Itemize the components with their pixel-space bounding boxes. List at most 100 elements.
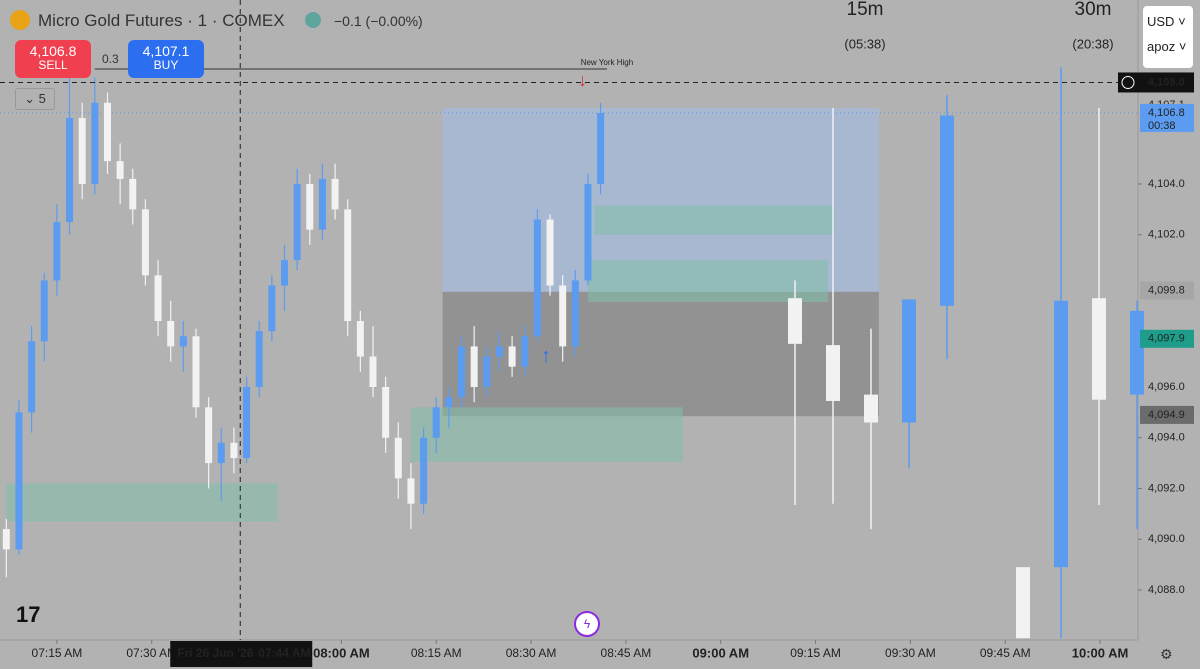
candle-body (116, 161, 124, 179)
candle-body (141, 209, 149, 276)
candle-body (458, 346, 466, 398)
x-tick-label: 08:00 AM (313, 645, 370, 660)
lightning-button[interactable]: ϟ (574, 611, 600, 637)
symbol[interactable]: Micro Gold Futures · 1 · COMEX (38, 11, 285, 30)
price-label-box (1140, 281, 1194, 300)
candle-body (571, 280, 579, 347)
buy-arrow: ↑ (541, 345, 551, 367)
x-tick-label: 10:00 AM (1072, 645, 1129, 660)
y-tick-label: 4,102.0 (1148, 229, 1185, 241)
buy-price: 4,107.1 (142, 43, 190, 59)
price-label: 4,097.9 (1148, 333, 1185, 345)
candle-body (179, 336, 187, 347)
x-tick-label: 09:15 AM (790, 646, 841, 660)
htf-body (902, 299, 916, 423)
candle-body (268, 285, 276, 332)
status-dot (305, 12, 321, 28)
htf-body (864, 394, 878, 423)
candle-body (205, 407, 213, 464)
candle-body (356, 321, 364, 357)
candle-body (369, 356, 377, 387)
price-label-box (1140, 405, 1194, 424)
currency-text: USD (1147, 14, 1175, 29)
y-tick-label: 4,094.0 (1148, 432, 1185, 444)
y-tick-label: 4,096.0 (1148, 381, 1185, 393)
zone (594, 205, 835, 235)
candle-body (217, 442, 225, 464)
x-tick-label: 09:30 AM (885, 646, 936, 660)
candle-body (407, 478, 415, 504)
htf-body (1016, 567, 1030, 639)
sell-label: SELL (38, 58, 68, 72)
currency[interactable]: USD ˅ (1147, 14, 1186, 29)
sell-arrow: ↓ (578, 70, 587, 90)
price-label: 4,094.9 (1148, 409, 1185, 421)
add-button (1121, 75, 1135, 89)
account[interactable]: apoz ˅ (1147, 39, 1187, 54)
candle-body (559, 285, 567, 347)
level-label: New York High (581, 58, 633, 67)
candle-body (382, 386, 390, 438)
sell-price: 4,106.8 (29, 43, 77, 59)
crosshair-date: Fri 26 Jun '26 (177, 646, 254, 660)
price-label-countdown: 00:38 (1148, 120, 1176, 132)
x-tick-label: 08:15 AM (411, 646, 462, 660)
zone (6, 483, 279, 522)
zone (410, 407, 683, 462)
candle-body (597, 112, 605, 184)
candle-body (2, 529, 10, 550)
logo: 17 (16, 602, 41, 627)
crosshair-time-box (170, 641, 313, 667)
candle-body (167, 321, 175, 347)
buy-button[interactable]: 4,107.1 BUY (128, 40, 204, 78)
x-tick-label: 08:45 AM (601, 646, 652, 660)
x-tick-label: 08:30 AM (506, 646, 557, 660)
indicator-count: 5 (38, 91, 46, 106)
candle-body (281, 260, 288, 286)
timeframe-label: 30m (1075, 0, 1112, 20)
timeframe-countdown: (20:38) (1072, 36, 1113, 51)
symbol-icon (10, 10, 30, 30)
candle-body (293, 183, 301, 261)
candle-body (483, 356, 491, 387)
candle-body (318, 178, 326, 230)
buy-label: BUY (153, 58, 179, 72)
y-tick-label: 4,104.0 (1148, 178, 1185, 190)
candle-body (103, 102, 111, 162)
x-tick-label: 07:30 AM (126, 646, 177, 660)
account-text: apoz (1147, 39, 1176, 54)
candle-body (15, 412, 23, 550)
candle-body (533, 219, 541, 337)
crosshair-price-box (1118, 72, 1194, 93)
x-tick-label: 09:45 AM (980, 646, 1031, 660)
sell-button[interactable]: 4,106.8 SELL (15, 40, 91, 78)
candle-body (420, 437, 428, 504)
candle-body (495, 346, 503, 357)
candle-body (521, 336, 529, 367)
candle-body (584, 183, 592, 281)
candle-body (394, 437, 402, 479)
htf-body (826, 345, 840, 401)
spread: 0.3 (102, 52, 119, 66)
crosshair-time: 07:44 AM (258, 646, 310, 660)
candle-body (28, 341, 36, 413)
htf-body (1092, 298, 1106, 400)
x-tick-label: 07:15 AM (32, 646, 83, 660)
candle-body (230, 442, 238, 459)
y-tick-label: 4,090.0 (1148, 533, 1185, 545)
settings[interactable]: ⚙ (1160, 646, 1173, 662)
candle-body (344, 209, 352, 322)
candle-body (154, 275, 162, 322)
price-label: 4,099.8 (1148, 284, 1185, 296)
candle-body (432, 407, 440, 438)
htf-body (1054, 300, 1068, 568)
candle-body (470, 346, 478, 387)
top-right-menu: USD ˅ apoz ˅ (1143, 6, 1193, 68)
candle-body (78, 118, 86, 184)
price-label-box (1140, 103, 1194, 132)
price-label-box (1140, 329, 1194, 348)
indicator-toggle[interactable]: ⌄ 5 (15, 88, 55, 110)
candle-body (192, 336, 200, 408)
